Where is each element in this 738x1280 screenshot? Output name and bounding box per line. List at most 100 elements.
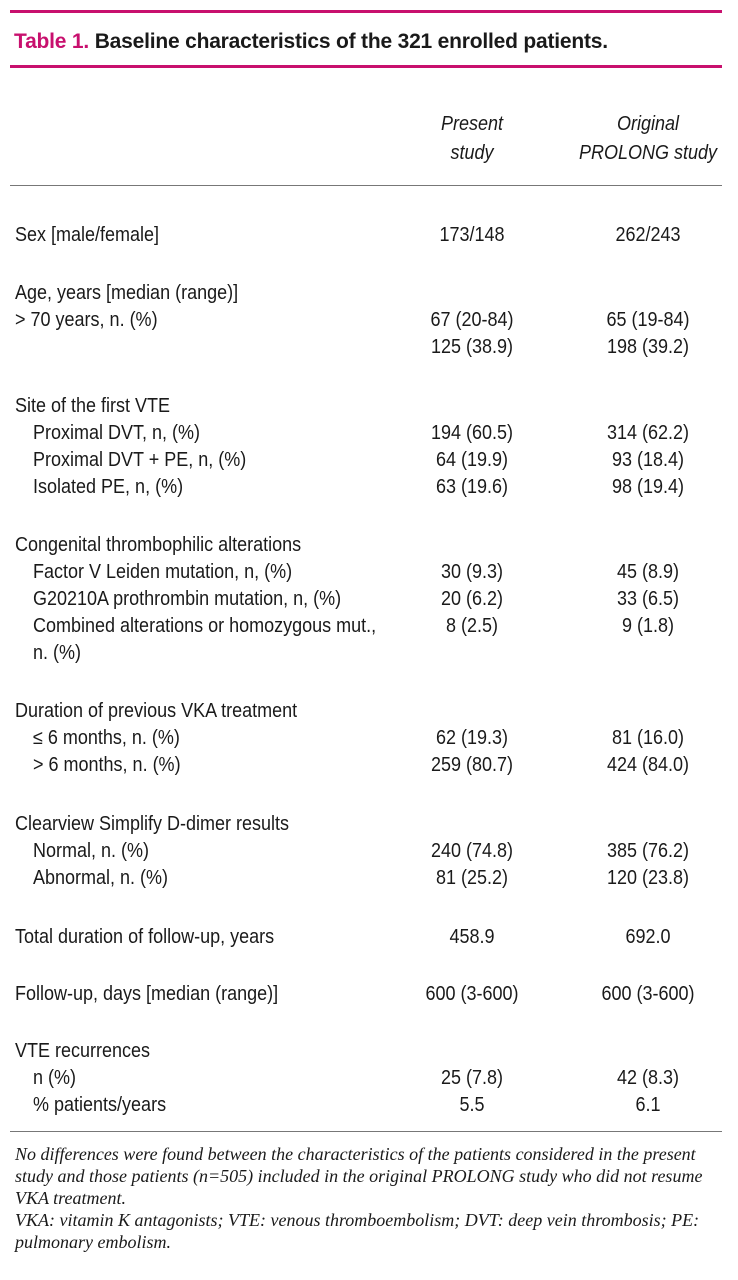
column-header-original: Original PROLONG study: [578, 110, 718, 168]
table-row: Site of the first VTE: [0, 393, 738, 420]
cell-present-study: 30 (9.3): [440, 561, 504, 583]
row-label: G20210A prothrombin mutation, n, (%): [33, 588, 342, 610]
cell-original-study: 692.0: [625, 926, 671, 948]
cell-original-study: 600 (3-600): [601, 983, 695, 1005]
column-header-present-line1: Present: [440, 113, 504, 135]
row-label: Follow-up, days [median (range)]: [15, 983, 279, 1005]
header-rule: [10, 185, 722, 186]
row-label: Normal, n. (%): [33, 840, 150, 862]
row-label: Factor V Leiden mutation, n, (%): [33, 561, 293, 583]
table-row: Proximal DVT, n, (%) 194 (60.5) 314 (62.2): [0, 420, 738, 447]
row-label: ≤ 6 months, n. (%): [33, 727, 180, 749]
cell-original-study: 42 (8.3): [616, 1067, 680, 1089]
table-section: Total duration of follow-up, years 458.9 6…: [0, 924, 738, 951]
cell-present-study: 25 (7.8): [440, 1067, 504, 1089]
cell-original-study: 65 (19-84): [606, 309, 690, 331]
cell-present-study: 67 (20-84): [430, 309, 514, 331]
cell-present-study: 458.9: [449, 926, 495, 948]
row-label: Abnormal, n. (%): [33, 867, 169, 889]
bottom-rule: [10, 1131, 722, 1132]
table-row: Total duration of follow-up, years 458.9 6…: [0, 924, 738, 951]
table-section: Sex [male/female] 173/148 262/243: [0, 222, 738, 249]
table-row: n. (%): [0, 640, 738, 667]
table-row: % patients/years 5.5 6.1: [0, 1092, 738, 1119]
table-row: Proximal DVT + PE, n, (%) 64 (19.9) 93 (18…: [0, 447, 738, 474]
cell-original-study: 262/243: [615, 224, 681, 246]
row-label: Combined alterations or homozygous mut.,: [33, 615, 377, 637]
table-section: Clearview Simplify D-dimer results Normal…: [0, 811, 738, 892]
table-section: Follow-up, days [median (range)] 600 (3-6…: [0, 981, 738, 1008]
cell-present-study: 62 (19.3): [435, 727, 509, 749]
cell-present-study: 125 (38.9): [430, 336, 514, 358]
row-label: n. (%): [33, 642, 82, 664]
table-section: VTE recurrences n (%) 25 (7.8) 42 (8.3) % pa…: [0, 1038, 738, 1119]
cell-present-study: 259 (80.7): [430, 754, 514, 776]
row-label: Clearview Simplify D-dimer results: [15, 813, 290, 835]
cell-original-study: 120 (23.8): [606, 867, 690, 889]
table-row: n (%) 25 (7.8) 42 (8.3): [0, 1065, 738, 1092]
cell-present-study: 194 (60.5): [430, 422, 514, 444]
row-label: Site of the first VTE: [15, 395, 171, 417]
table-row: Duration of previous VKA treatment: [0, 698, 738, 725]
table-row: > 70 years, n. (%) 67 (20-84) 65 (19-84): [0, 307, 738, 334]
cell-present-study: 5.5: [459, 1094, 485, 1116]
column-header-original-line2: PROLONG study: [578, 142, 718, 164]
cell-original-study: 45 (8.9): [616, 561, 680, 583]
cell-original-study: 198 (39.2): [606, 336, 690, 358]
table-caption: Baseline characteristics of the 321 enro…: [94, 30, 608, 53]
cell-original-study: 424 (84.0): [606, 754, 690, 776]
table-row: Abnormal, n. (%) 81 (25.2) 120 (23.8): [0, 865, 738, 892]
row-label: Age, years [median (range)]: [15, 282, 239, 304]
top-rule: [10, 10, 722, 13]
row-label: Congenital thrombophilic alterations: [15, 534, 302, 556]
cell-present-study: 600 (3-600): [425, 983, 519, 1005]
footnote-note: No differences were found between the ch…: [15, 1144, 703, 1208]
column-header-original-line1: Original: [616, 113, 680, 135]
cell-present-study: 81 (25.2): [435, 867, 509, 889]
row-label: Duration of previous VKA treatment: [15, 700, 298, 722]
table-row: Follow-up, days [median (range)] 600 (3-6…: [0, 981, 738, 1008]
row-label: n (%): [33, 1067, 77, 1089]
table-row: Normal, n. (%) 240 (74.8) 385 (76.2): [0, 838, 738, 865]
table-title: Table 1. Baseline characteristics of the…: [14, 30, 608, 54]
column-header-present: Present study: [418, 110, 526, 168]
table-number: Table 1.: [14, 30, 90, 53]
row-label: Isolated PE, n, (%): [33, 476, 184, 498]
table-section: Site of the first VTE Proximal DVT, n, (%…: [0, 393, 738, 501]
cell-original-study: 385 (76.2): [606, 840, 690, 862]
cell-present-study: 64 (19.9): [435, 449, 509, 471]
row-label: % patients/years: [33, 1094, 167, 1116]
row-label: Proximal DVT, n, (%): [33, 422, 201, 444]
table-row: Congenital thrombophilic alterations: [0, 532, 738, 559]
cell-original-study: 81 (16.0): [611, 727, 685, 749]
table-row: Clearview Simplify D-dimer results: [0, 811, 738, 838]
cell-original-study: 314 (62.2): [606, 422, 690, 444]
table-row: Sex [male/female] 173/148 262/243: [0, 222, 738, 249]
footnote-abbreviations: VKA: vitamin K antagonists; VTE: venous …: [15, 1210, 700, 1252]
cell-present-study: 8 (2.5): [445, 615, 499, 637]
table-row: ≤ 6 months, n. (%) 62 (19.3) 81 (16.0): [0, 725, 738, 752]
row-label: > 70 years, n. (%): [15, 309, 158, 331]
table-row: Isolated PE, n, (%) 63 (19.6) 98 (19.4): [0, 474, 738, 501]
row-label: > 6 months, n. (%): [33, 754, 181, 776]
title-rule: [10, 65, 722, 68]
table-section: Duration of previous VKA treatment ≤ 6 mo…: [0, 698, 738, 779]
cell-original-study: 9 (1.8): [621, 615, 675, 637]
cell-original-study: 6.1: [635, 1094, 661, 1116]
table-row: G20210A prothrombin mutation, n, (%) 20 (…: [0, 586, 738, 613]
cell-present-study: 63 (19.6): [435, 476, 509, 498]
row-label: Sex [male/female]: [15, 224, 160, 246]
table-row: 125 (38.9) 198 (39.2): [0, 334, 738, 361]
column-header-present-line2: study: [450, 142, 494, 164]
table-row: Age, years [median (range)]: [0, 280, 738, 307]
table-row: VTE recurrences: [0, 1038, 738, 1065]
table-section: Age, years [median (range)] > 70 years, n…: [0, 280, 738, 361]
table-section: Congenital thrombophilic alterations Fact…: [0, 532, 738, 667]
table-row: > 6 months, n. (%) 259 (80.7) 424 (84.0): [0, 752, 738, 779]
cell-present-study: 20 (6.2): [440, 588, 504, 610]
table-row: Combined alterations or homozygous mut.,…: [0, 613, 738, 640]
row-label: Proximal DVT + PE, n, (%): [33, 449, 247, 471]
cell-present-study: 173/148: [439, 224, 505, 246]
row-label: Total duration of follow-up, years: [15, 926, 275, 948]
cell-original-study: 98 (19.4): [611, 476, 685, 498]
